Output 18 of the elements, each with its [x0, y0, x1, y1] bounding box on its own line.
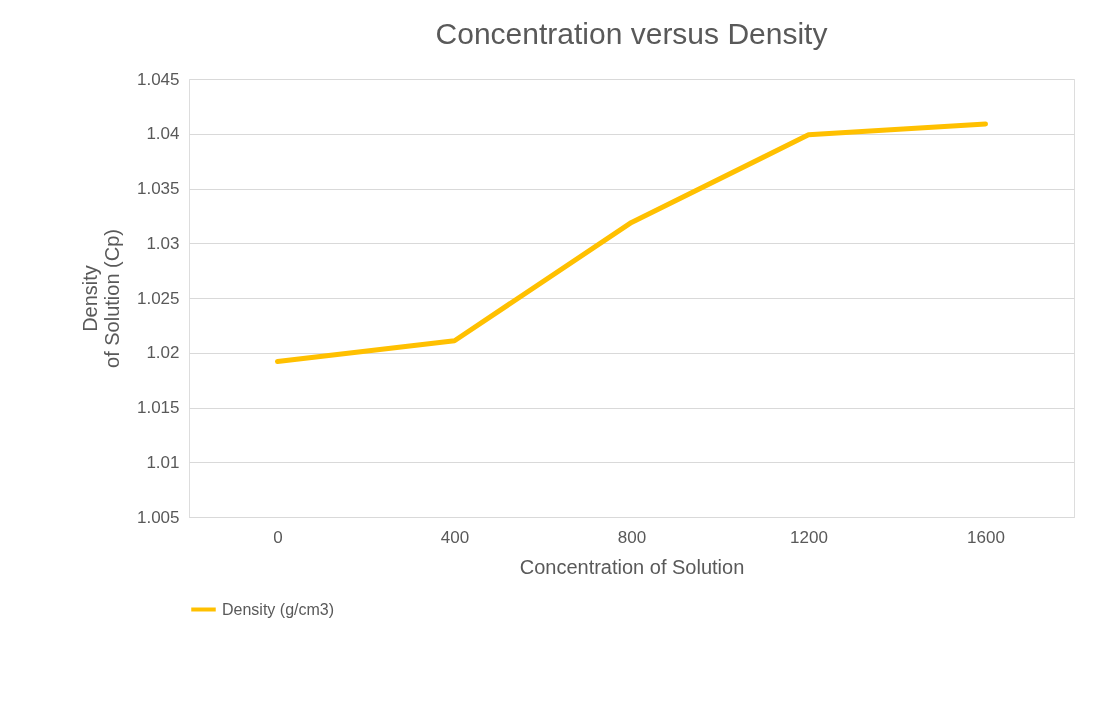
- chart-title: Concentration versus Density: [435, 17, 828, 50]
- x-tick-label: 800: [617, 527, 647, 547]
- y-tick-label: 1.025: [136, 288, 180, 308]
- x-tick-label: 0: [273, 527, 283, 547]
- y-axis-title: Density of Solution (Cp): [78, 229, 123, 368]
- y-tick-label: 1.02: [146, 343, 180, 363]
- x-tick-label: 400: [440, 527, 470, 547]
- legend-label: Density (g/cm3): [222, 600, 335, 618]
- y-tick-label: 1.03: [146, 233, 180, 253]
- y-tick-label: 1.04: [146, 124, 180, 144]
- x-axis-title: Concentration of Solution: [519, 555, 745, 578]
- x-tick-label: 1600: [967, 527, 1005, 547]
- y-tick-label: 1.015: [136, 398, 180, 417]
- y-tick-label: 1.005: [136, 507, 180, 527]
- x-tick-label: 1200: [790, 527, 828, 547]
- y-tick-label: 1.045: [136, 69, 180, 89]
- y-tick-label: 1.01: [146, 452, 180, 472]
- y-tick-label: 1.035: [136, 179, 180, 198]
